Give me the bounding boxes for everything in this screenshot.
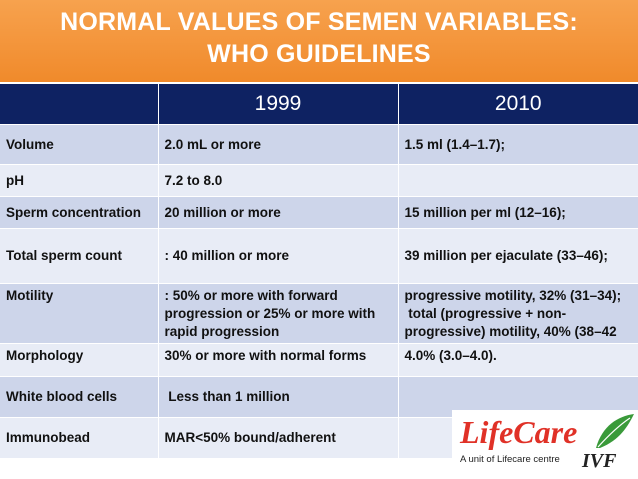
row-label: Motility [0,283,159,344]
row-label: Immunobead [0,417,159,458]
table-row: Volume 2.0 mL or more 1.5 ml (1.4–1.7); [0,124,638,165]
logo-name: LifeCare [460,414,578,450]
value-2010: 15 million per ml (12–16); [398,196,638,229]
value-1999: : 50% or more with forward progression o… [158,283,399,344]
row-label: Volume [0,124,159,165]
value-2010: 39 million per ejaculate (33–46); [398,228,638,284]
value-line: progressive) motility, 40% (38–42 [404,324,617,339]
row-label: Sperm concentration [0,196,159,229]
table-row: Total sperm count : 40 million or more 3… [0,228,638,284]
value-line: : 50% or more with forward [164,288,338,303]
row-label: Morphology [0,343,159,377]
column-header-1999: 1999 [158,84,399,125]
value-line: rapid progression [164,324,280,339]
lifecare-ivf-logo: LifeCare A unit of Lifecare centre IVF [452,410,638,479]
value-line: progression or 25% or more with [164,306,376,321]
value-1999: 30% or more with normal forms [158,343,399,377]
slide-title: NORMAL VALUES OF SEMEN VARIABLES: WHO GU… [0,0,638,82]
value-2010: 4.0% (3.0–4.0). [398,343,638,377]
value-2010 [398,164,638,197]
table-row: White blood cells Less than 1 million [0,376,638,418]
value-2010: progressive motility, 32% (31–34); total… [398,283,638,344]
table-row: pH 7.2 to 8.0 [0,164,638,197]
leaf-icon [596,414,634,448]
value-2010: 1.5 ml (1.4–1.7); [398,124,638,165]
value-1999: Less than 1 million [158,376,399,418]
row-label: pH [0,164,159,197]
logo-tag: IVF [582,450,617,472]
row-label: White blood cells [0,376,159,418]
table-row: Morphology 30% or more with normal forms… [0,343,638,377]
value-1999: : 40 million or more [158,228,399,284]
value-1999: 2.0 mL or more [158,124,399,165]
value-1999: 20 million or more [158,196,399,229]
table-row: Sperm concentration 20 million or more 1… [0,196,638,229]
title-line-1: NORMAL VALUES OF SEMEN VARIABLES: [60,8,578,36]
value-line: progressive motility, 32% (31–34); [404,288,622,303]
semen-values-table: 1999 2010 Volume 2.0 mL or more 1.5 ml (… [0,84,638,458]
column-header-label [0,84,159,125]
table-header-row: 1999 2010 [0,84,638,125]
logo-subtitle: A unit of Lifecare centre [460,454,560,465]
column-header-2010: 2010 [398,84,638,125]
value-1999: 7.2 to 8.0 [158,164,399,197]
value-line: total (progressive + non- [404,306,567,321]
row-label: Total sperm count [0,228,159,284]
value-1999: MAR<50% bound/adherent [158,417,399,458]
table-row: Motility : 50% or more with forward prog… [0,283,638,344]
title-line-2: WHO GUIDELINES [207,40,431,68]
